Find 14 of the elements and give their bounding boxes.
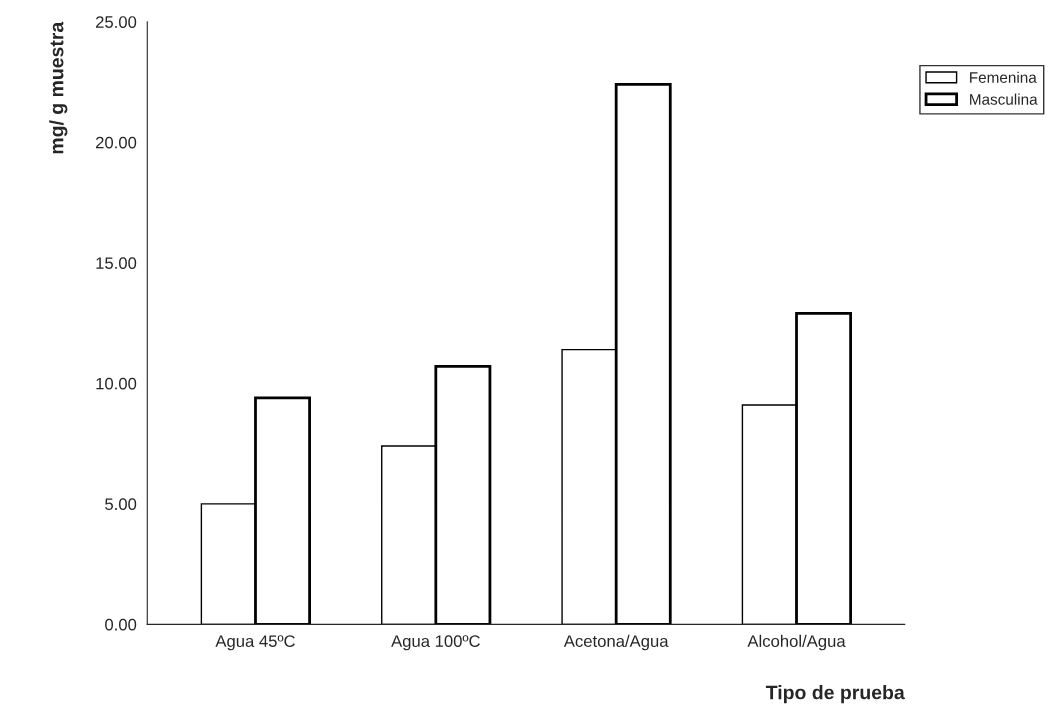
y-tick-label: 25.00 bbox=[96, 16, 137, 28]
y-tick-label: 5.00 bbox=[105, 498, 137, 511]
x-tick-label: Agua 45ºC bbox=[215, 635, 295, 651]
legend-label: Masculina bbox=[970, 93, 1038, 105]
legend-label: Femenina bbox=[970, 71, 1037, 83]
y-tick-label: 0.00 bbox=[105, 618, 137, 631]
y-tick-label: 20.00 bbox=[96, 136, 137, 149]
y-axis-title: mg/ g muestra bbox=[49, 21, 68, 154]
x-tick-label: Acetona/Agua bbox=[563, 634, 669, 651]
y-tick-label: 10.00 bbox=[96, 377, 137, 390]
x-axis-title: Tipo de prueba bbox=[765, 685, 905, 704]
x-tick-label: Alcohol/Agua bbox=[747, 634, 846, 651]
y-tick-label: 15.00 bbox=[96, 257, 137, 270]
x-tick-label: Agua 100ºC bbox=[391, 635, 480, 651]
